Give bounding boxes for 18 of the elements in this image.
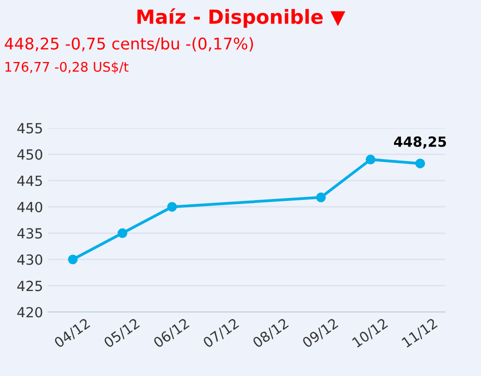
point <box>118 228 128 238</box>
y-tick-label: 435 <box>17 228 42 239</box>
y-tick-label: 430 <box>17 254 42 265</box>
point <box>366 154 376 164</box>
point <box>167 202 177 212</box>
point <box>68 254 78 264</box>
point <box>415 158 426 168</box>
y-tick-label: 420 <box>17 306 42 318</box>
y-tick-label: 440 <box>17 202 42 212</box>
point <box>316 192 326 202</box>
y-tick-label: 455 <box>17 123 42 134</box>
text: 176,77 -0,28 US$/t <box>5 62 128 74</box>
annotation: 448,25 <box>394 136 446 149</box>
chart-title: Maíz - Disponible ▼ <box>137 8 346 28</box>
y-tick-label: 450 <box>17 149 42 160</box>
y-tick-label: 445 <box>17 176 42 186</box>
y-tick-label: 425 <box>17 280 42 292</box>
chart-subtitle: 448,25 -0,75 cents/bu -(0,17%) <box>4 37 253 52</box>
